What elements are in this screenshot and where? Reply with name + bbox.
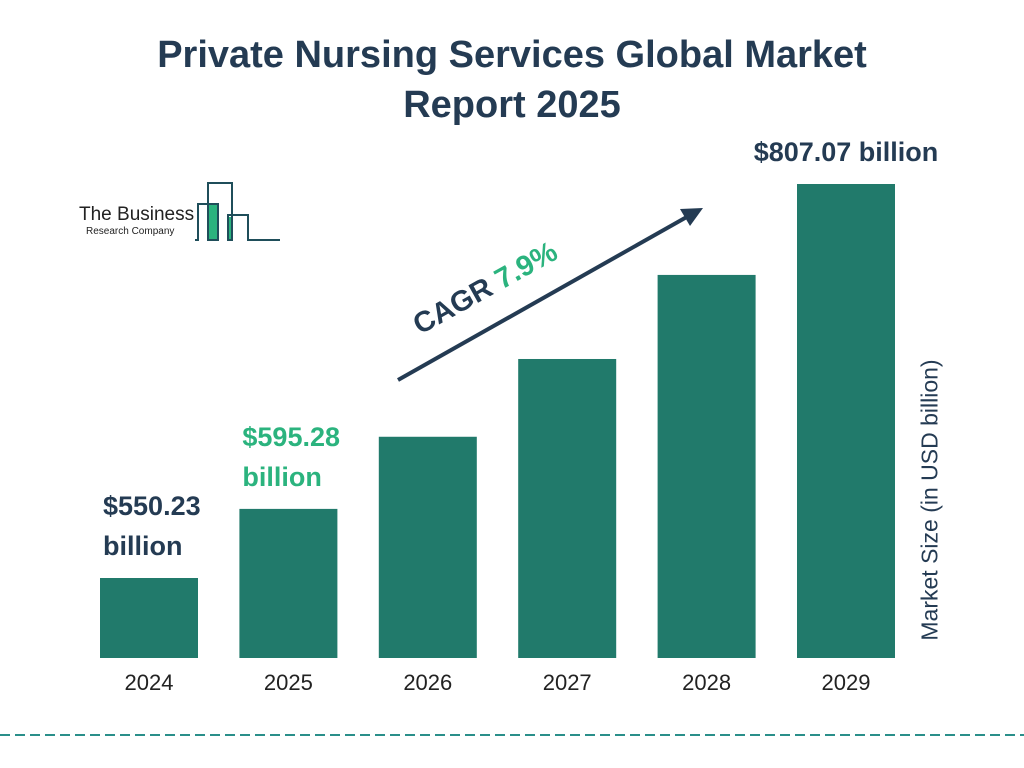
bar-2028 <box>657 274 756 658</box>
y-axis-label: Market Size (in USD billion) <box>916 359 943 641</box>
bar-2029 <box>797 184 895 658</box>
cagr-label: CAGR <box>408 268 505 341</box>
cagr-annotation: CAGR 7.9% <box>408 236 563 341</box>
bar-2026 <box>378 436 477 658</box>
x-tick-2028: 2028 <box>682 670 731 695</box>
chart-title: Private Nursing Services Global Market R… <box>0 30 1024 130</box>
cagr-value: 7.9% <box>490 236 564 296</box>
data-label-2025: $595.28 billion <box>242 421 340 492</box>
x-tick-2025: 2025 <box>264 670 313 695</box>
title-line-2: Report 2025 <box>403 84 621 126</box>
bar-2027 <box>518 358 617 658</box>
logo-subtext: Research Company <box>86 226 175 237</box>
cagr-arrow <box>397 212 693 382</box>
bar-2025 <box>239 508 338 658</box>
x-tick-2026: 2026 <box>403 670 452 695</box>
data-label-2024: $550.23 billion <box>103 491 201 561</box>
logo-text: The Business <box>79 204 195 225</box>
title-line-1: Private Nursing Services Global Market <box>157 34 867 76</box>
data-label-2029: $807.07 billion <box>753 137 939 167</box>
x-tick-2024: 2024 <box>125 670 174 695</box>
x-tick-2027: 2027 <box>543 670 592 695</box>
x-tick-2029: 2029 <box>822 670 871 695</box>
bar-2024 <box>100 578 198 658</box>
cagr-arrowhead-icon <box>680 208 703 226</box>
